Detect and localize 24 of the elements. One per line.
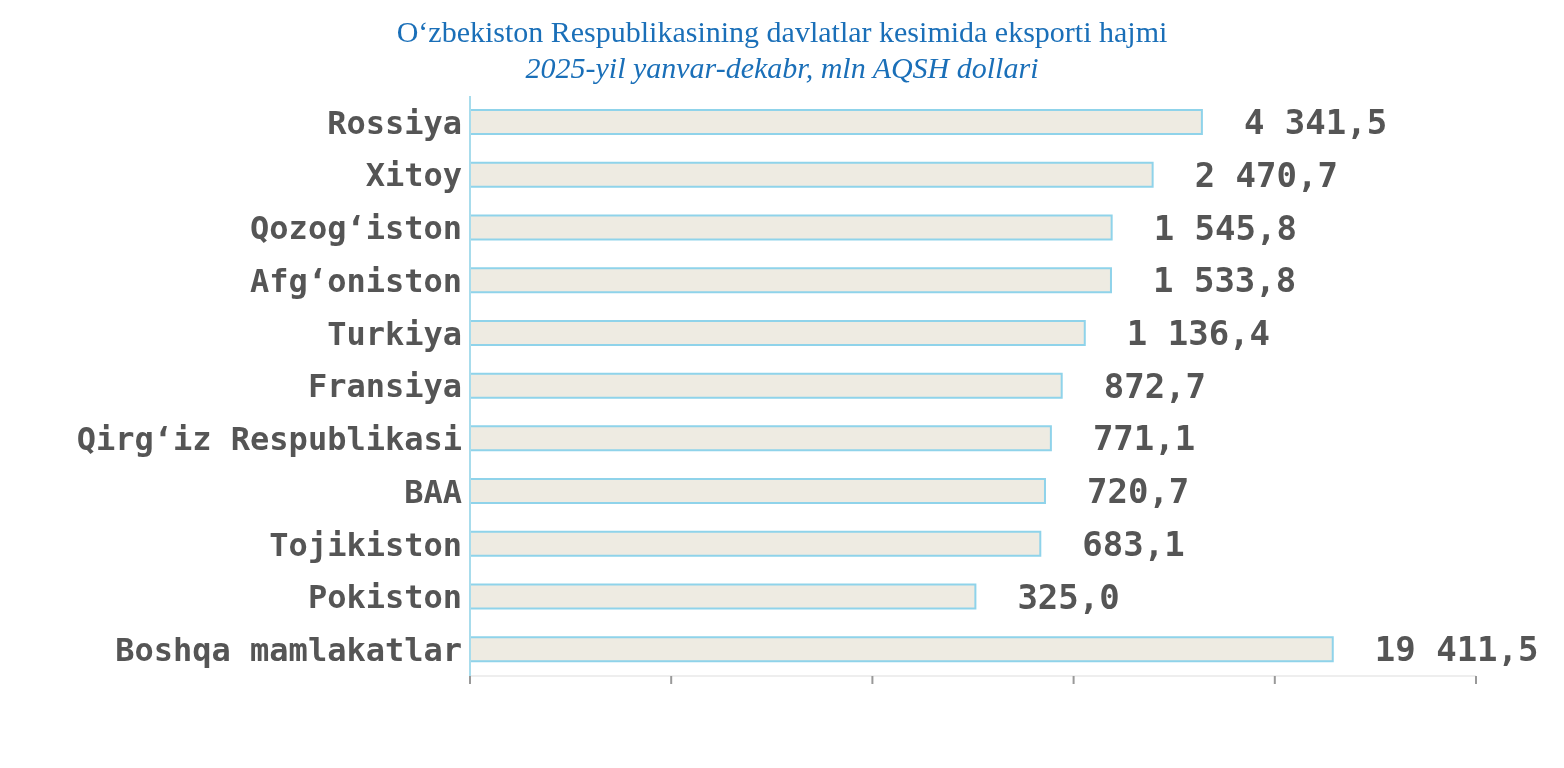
- y-tick-label: Pokiston: [307, 578, 462, 617]
- y-tick-label: Fransiya: [307, 367, 462, 406]
- data-label: 1 533,8: [1152, 260, 1297, 301]
- y-tick-label: Xitoy: [365, 156, 462, 195]
- data-label: 872,7: [1103, 365, 1207, 406]
- data-label: 1 545,8: [1153, 207, 1297, 248]
- y-tick-label: BAA: [404, 472, 462, 511]
- y-tick-label: Boshqa mamlakatlar: [115, 631, 462, 669]
- data-label: 325,0: [1017, 576, 1120, 617]
- data-label: 19 411,5: [1374, 629, 1539, 670]
- y-tick-label: Qirg‘iz Respublikasi: [76, 420, 462, 459]
- y-tick-label: Rossiya: [327, 103, 462, 142]
- data-label: 2 470,7: [1194, 154, 1338, 195]
- data-label: 1 136,4: [1126, 312, 1271, 353]
- y-tick-label: Afg‘oniston: [250, 261, 462, 300]
- chart-title: O‘zbekiston Respublikasining davlatlar kesimida eksporti hajmi: [395, 14, 1169, 50]
- y-tick-label: Tojikiston: [269, 525, 462, 564]
- data-label: 720,7: [1086, 471, 1190, 512]
- data-label: 4 341,5: [1243, 102, 1388, 143]
- y-tick-label: Turkiya: [327, 314, 462, 353]
- data-label: 771,1: [1092, 418, 1196, 459]
- data-label: 683,1: [1082, 523, 1185, 564]
- y-tick-label: Qozog‘iston: [250, 209, 462, 248]
- chart-subtitle: 2025-yil yanvar-dekabr, mln AQSH dollari: [524, 50, 1040, 86]
